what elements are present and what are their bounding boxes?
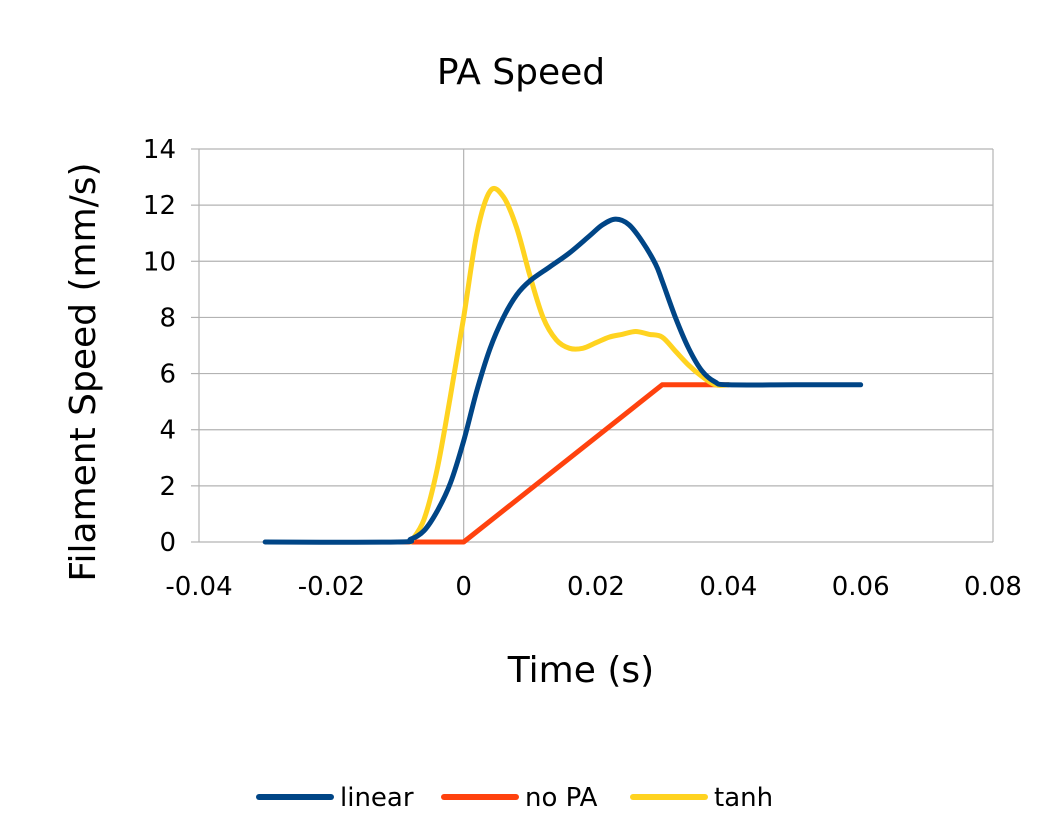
legend-label: tanh bbox=[714, 783, 773, 813]
legend-item: tanh bbox=[630, 783, 773, 813]
axis-layer bbox=[191, 148, 994, 543]
y-tick-label: 0 bbox=[159, 528, 176, 558]
y-axis-title: Filament Speed (mm/s) bbox=[63, 162, 104, 581]
legend-label: linear bbox=[340, 783, 414, 813]
x-tick-label: 0.02 bbox=[567, 572, 625, 602]
y-tick-label: 12 bbox=[143, 191, 176, 221]
series-line-linear bbox=[262, 216, 864, 545]
y-tick-label: 10 bbox=[143, 247, 176, 277]
grid-layer bbox=[199, 148, 993, 543]
x-tick-label: -0.02 bbox=[298, 572, 365, 602]
legend: linear no PA tanh bbox=[256, 783, 773, 813]
y-tick-label: 14 bbox=[143, 135, 176, 165]
legend-item: linear bbox=[256, 783, 414, 813]
x-tick-label: 0 bbox=[455, 572, 472, 602]
series-line-tanh bbox=[408, 186, 731, 545]
y-tick-label: 8 bbox=[159, 303, 176, 333]
legend-item: no PA bbox=[441, 783, 598, 813]
y-tick-label: 6 bbox=[159, 360, 176, 390]
x-tick-label: -0.04 bbox=[165, 572, 232, 602]
x-tick-label: 0.08 bbox=[964, 572, 1022, 602]
x-tick-label: 0.06 bbox=[832, 572, 890, 602]
tick-labels: -0.04 -0.02 0 0.02 0.04 0.06 0.08 0 2 4 6 8 10 12 14 bbox=[143, 135, 1022, 602]
chart-title: PA Speed bbox=[437, 52, 605, 93]
legend-label: no PA bbox=[525, 783, 598, 813]
y-tick-label: 4 bbox=[159, 416, 176, 446]
series-layer bbox=[262, 186, 864, 545]
x-tick-label: 0.04 bbox=[699, 572, 757, 602]
y-tick-label: 2 bbox=[159, 472, 176, 502]
x-axis-title: Time (s) bbox=[507, 650, 654, 691]
series-line-no-pa bbox=[395, 382, 731, 545]
